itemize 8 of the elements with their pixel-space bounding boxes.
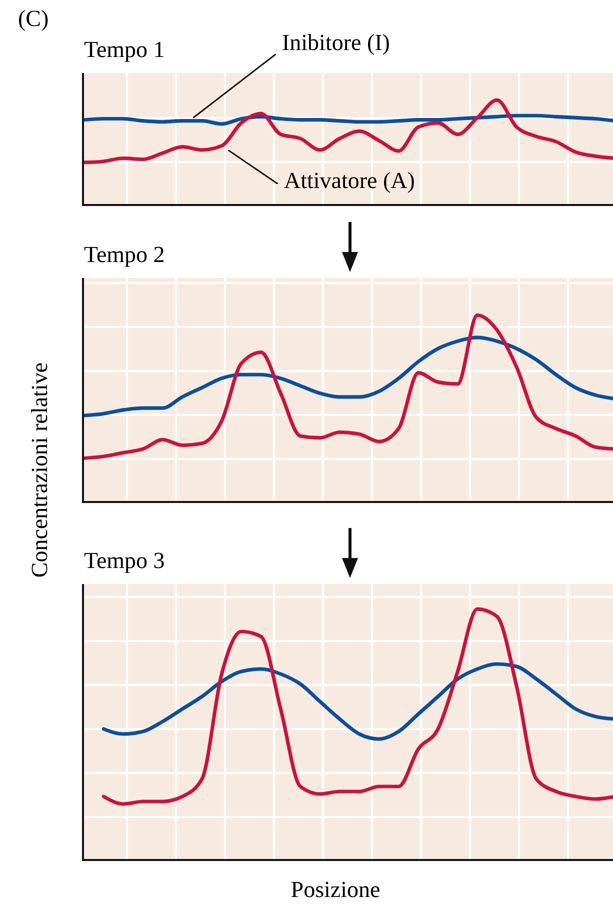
text: Inibitore (I) <box>282 30 390 56</box>
y-axis-title: Concentrazioni relative <box>27 362 53 578</box>
chart-title: Tempo 1 <box>84 37 165 63</box>
series-label: Attivatore (A) <box>284 168 415 194</box>
x-axis-title: Posizione <box>290 877 380 903</box>
text: (C) <box>18 6 49 32</box>
chart-title: Tempo 3 <box>84 548 165 574</box>
chart-title: Tempo 2 <box>84 242 165 268</box>
